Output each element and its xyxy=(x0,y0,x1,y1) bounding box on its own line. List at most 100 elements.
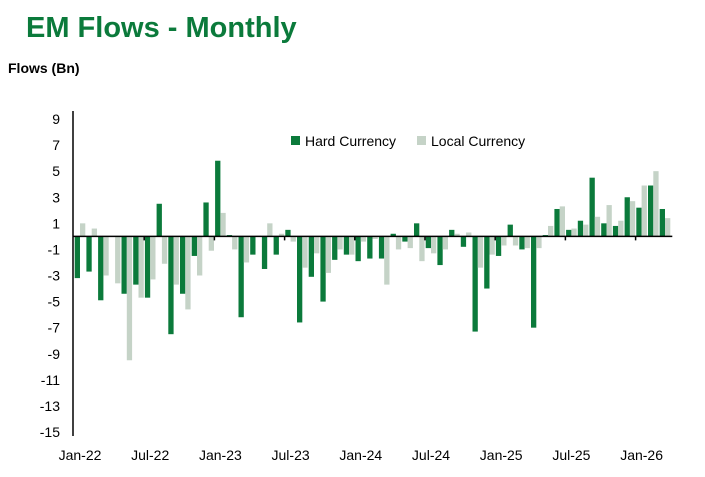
local-currency-bar xyxy=(337,236,343,250)
local-currency-bar xyxy=(325,236,331,273)
hard-currency-bar xyxy=(273,236,279,255)
local-currency-bar xyxy=(349,236,355,255)
hard-currency-bar xyxy=(320,236,326,302)
x-tick-label: Jul-23 xyxy=(272,447,310,463)
local-currency-bar xyxy=(243,236,250,263)
local-currency-bar xyxy=(583,224,589,237)
local-currency-bar xyxy=(197,236,203,276)
hard-currency-bar xyxy=(531,236,537,328)
hard-currency-bar xyxy=(144,236,151,298)
x-tick-label: Jul-24 xyxy=(412,447,450,463)
local-currency-bar xyxy=(267,223,273,237)
hard-currency-bar xyxy=(238,236,244,318)
legend-label-local-currency: Local Currency xyxy=(431,133,525,149)
x-tick-label: Jul-22 xyxy=(131,447,169,463)
x-tick-label: Jul-25 xyxy=(552,447,590,463)
local-currency-bar xyxy=(419,236,425,262)
local-currency-bar xyxy=(618,220,624,237)
local-currency-bar xyxy=(477,236,484,268)
local-currency-bar xyxy=(290,236,296,242)
hard-currency-bar xyxy=(449,229,455,237)
hard-currency-bar xyxy=(589,177,595,237)
local-currency-bar xyxy=(384,236,390,285)
local-currency-bar xyxy=(489,236,495,255)
hard-currency-bar xyxy=(402,236,408,242)
local-currency-bar xyxy=(629,201,636,237)
hard-currency-bar xyxy=(250,236,256,255)
hard-currency-bar xyxy=(624,197,630,237)
hard-currency-bar xyxy=(74,236,80,279)
y-tick-label: -13 xyxy=(40,398,60,414)
hard-currency-bar xyxy=(659,208,665,237)
y-tick-label: 5 xyxy=(52,163,60,179)
hard-currency-bar xyxy=(566,229,572,237)
hard-currency-bar xyxy=(86,236,92,272)
hard-currency-bar xyxy=(636,207,642,237)
local-currency-bar xyxy=(302,236,308,268)
x-tick-label: Jan-23 xyxy=(199,447,242,463)
local-currency-bar xyxy=(360,236,367,242)
y-tick-label: 7 xyxy=(52,137,60,153)
hard-currency-bar xyxy=(601,223,607,237)
hard-currency-bar xyxy=(612,225,619,237)
legend-swatch-local-currency xyxy=(417,136,426,145)
hard-currency-bar xyxy=(191,236,197,256)
local-currency-bar xyxy=(161,236,168,264)
local-currency-bar xyxy=(571,228,577,237)
y-tick-label: -7 xyxy=(48,320,61,336)
y-axis-label: Flows (Bn) xyxy=(8,60,80,76)
hard-currency-bar xyxy=(180,236,186,294)
hard-currency-bar xyxy=(554,208,560,237)
local-currency-bar xyxy=(442,236,448,250)
local-currency-bar xyxy=(536,236,542,249)
local-currency-bar xyxy=(594,216,601,237)
hard-currency-bar xyxy=(577,220,584,237)
hard-currency-bar xyxy=(133,236,139,285)
hard-currency-bar xyxy=(261,236,268,269)
local-currency-bar xyxy=(559,206,565,237)
local-currency-bar xyxy=(232,236,238,250)
hard-currency-bar xyxy=(437,236,443,266)
hard-currency-bar xyxy=(168,236,174,335)
local-currency-bar xyxy=(278,233,285,237)
local-currency-bar xyxy=(80,223,86,237)
legend-swatch-hard-currency xyxy=(291,136,300,145)
y-tick-label: -5 xyxy=(48,294,61,310)
local-currency-bar xyxy=(372,236,378,239)
hard-currency-bar xyxy=(98,236,104,301)
hard-currency-bar xyxy=(519,236,525,250)
local-currency-bar xyxy=(150,236,156,280)
local-currency-bar xyxy=(395,236,402,250)
hard-currency-bar xyxy=(425,236,431,249)
legend-label-hard-currency: Hard Currency xyxy=(305,133,396,149)
local-currency-bar xyxy=(431,236,437,254)
x-tick-label: Jan-24 xyxy=(339,447,382,463)
hard-currency-bar xyxy=(472,236,478,332)
hard-currency-bar xyxy=(285,229,291,237)
local-currency-bar xyxy=(548,225,554,237)
hard-currency-bar xyxy=(121,236,127,294)
y-tick-label: -3 xyxy=(48,268,61,284)
chart-title: EM Flows - Monthly xyxy=(26,12,297,44)
local-currency-bar xyxy=(454,233,460,237)
hard-currency-bar xyxy=(390,233,396,237)
x-tick-label: Jan-26 xyxy=(620,447,663,463)
hard-currency-bar xyxy=(332,236,338,260)
hard-currency-bar xyxy=(203,202,209,237)
hard-currency-bar xyxy=(367,236,373,259)
local-currency-bar xyxy=(138,236,144,298)
y-tick-label: 9 xyxy=(52,111,60,127)
hard-currency-bar xyxy=(156,203,162,237)
local-currency-bar xyxy=(314,236,320,254)
hard-currency-bar xyxy=(297,236,303,323)
y-tick-label: -1 xyxy=(48,241,61,257)
local-currency-bar xyxy=(606,205,612,237)
local-currency-bar xyxy=(653,171,659,237)
y-tick-label: -11 xyxy=(41,372,60,388)
local-currency-bar xyxy=(115,236,121,284)
hard-currency-bar xyxy=(308,236,314,277)
y-tick-label: -15 xyxy=(40,424,60,440)
local-currency-bar xyxy=(407,236,413,249)
